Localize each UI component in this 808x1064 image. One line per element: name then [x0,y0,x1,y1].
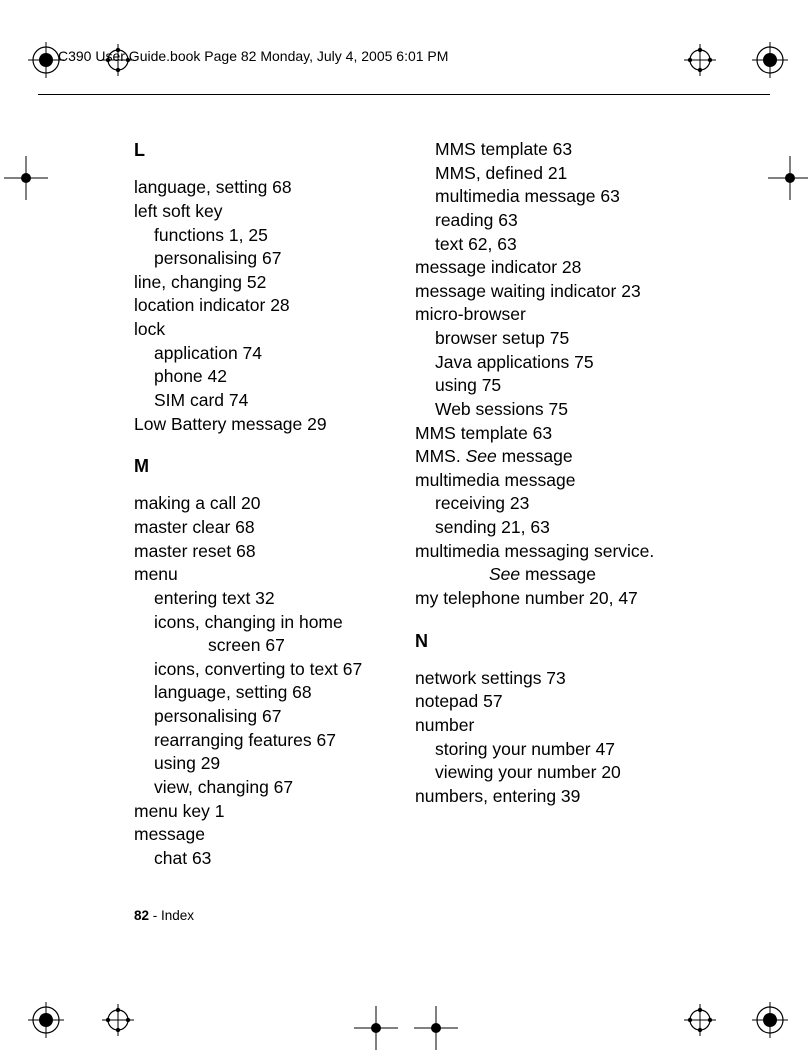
crop-mark-icon [28,1002,64,1038]
index-entry: menu key 1 [134,800,415,824]
index-entry: MMS. See message [415,445,696,469]
index-subentry: personalising 67 [134,705,415,729]
crosshair-icon [768,156,804,192]
index-entry: Low Battery message 29 [134,413,415,437]
index-subentry: application 74 [134,342,415,366]
index-subentry-cont: screen 67 [134,634,415,658]
index-entry: multimedia messaging service. [415,540,696,564]
crop-mark-icon [682,1002,718,1038]
index-subentry: SIM card 74 [134,389,415,413]
index-entry: master clear 68 [134,516,415,540]
index-entry: menu [134,563,415,587]
text: message [520,564,596,584]
section-letter-m: M [134,454,415,478]
index-entry: line, changing 52 [134,271,415,295]
index-subentry: icons, converting to text 67 [134,658,415,682]
index-subentry: phone 42 [134,365,415,389]
text: message [497,446,573,466]
footer-label: - Index [149,908,194,923]
index-entry: making a call 20 [134,492,415,516]
crosshair-icon [414,1006,450,1042]
page-number: 82 [134,908,149,923]
crosshair-icon [4,156,40,192]
index-subentry: text 62, 63 [415,233,696,257]
page-header: C390 User Guide.book Page 82 Monday, Jul… [38,48,770,64]
index-entry: number [415,714,696,738]
index-subentry-cont: See message [415,563,696,587]
index-subentry: functions 1, 25 [134,224,415,248]
index-entry: numbers, entering 39 [415,785,696,809]
crosshair-icon [354,1006,390,1042]
index-entry: notepad 57 [415,690,696,714]
see-ref: See [489,564,520,584]
index-entry: left soft key [134,200,415,224]
index-subentry: MMS, defined 21 [415,162,696,186]
crop-mark-icon [100,1002,136,1038]
header-rule [38,94,770,95]
index-subentry: multimedia message 63 [415,185,696,209]
index-subentry: storing your number 47 [415,738,696,762]
section-letter-l: L [134,138,415,162]
index-subentry: using 29 [134,752,415,776]
index-subentry: entering text 32 [134,587,415,611]
index-subentry: reading 63 [415,209,696,233]
index-subentry: icons, changing in home [134,611,415,635]
index-entry: multimedia message [415,469,696,493]
left-column: L language, setting 68 left soft key fun… [134,138,415,870]
index-subentry: browser setup 75 [415,327,696,351]
index-entry: location indicator 28 [134,294,415,318]
index-subentry: viewing your number 20 [415,761,696,785]
index-subentry: view, changing 67 [134,776,415,800]
page-footer: 82 - Index [134,908,194,923]
index-subentry: personalising 67 [134,247,415,271]
index-entry: master reset 68 [134,540,415,564]
index-subentry: chat 63 [134,847,415,871]
index-entry: network settings 73 [415,667,696,691]
index-subentry: using 75 [415,374,696,398]
text: MMS. [415,446,466,466]
crop-mark-icon [752,1002,788,1038]
index-entry: micro-browser [415,303,696,327]
header-text: C390 User Guide.book Page 82 Monday, Jul… [58,48,448,64]
section-letter-n: N [415,629,696,653]
index-subentry: Web sessions 75 [415,398,696,422]
index-subentry: rearranging features 67 [134,729,415,753]
index-entry: message waiting indicator 23 [415,280,696,304]
index-subentry: receiving 23 [415,492,696,516]
index-entry: language, setting 68 [134,176,415,200]
index-subentry: language, setting 68 [134,681,415,705]
index-content: L language, setting 68 left soft key fun… [134,138,696,870]
see-ref: See [466,446,497,466]
index-entry: message indicator 28 [415,256,696,280]
index-entry: my telephone number 20, 47 [415,587,696,611]
index-entry: lock [134,318,415,342]
index-entry: MMS template 63 [415,422,696,446]
index-subentry: Java applications 75 [415,351,696,375]
index-subentry: sending 21, 63 [415,516,696,540]
index-entry: message [134,823,415,847]
right-column: MMS template 63 MMS, defined 21 multimed… [415,138,696,870]
index-subentry: MMS template 63 [415,138,696,162]
